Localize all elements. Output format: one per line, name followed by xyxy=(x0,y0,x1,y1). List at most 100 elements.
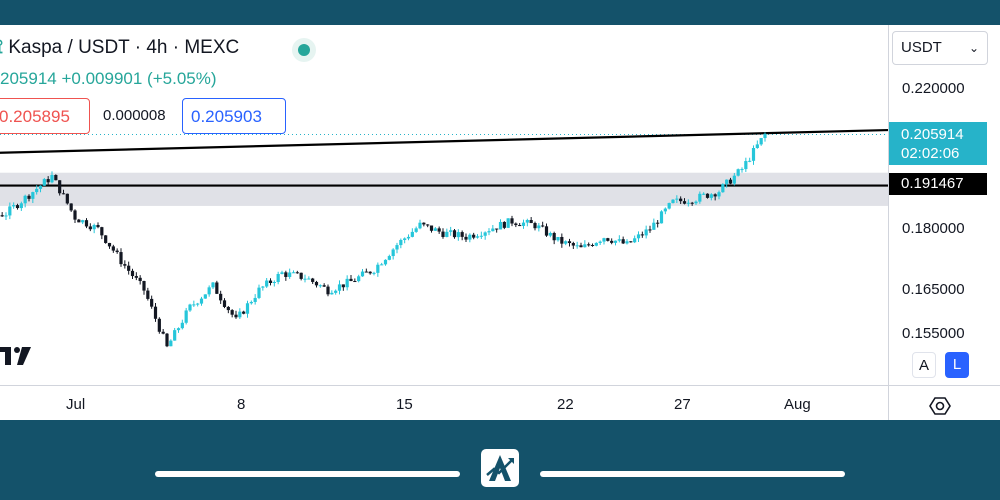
candle-body xyxy=(445,231,449,237)
candle-body xyxy=(544,226,549,236)
candle-body xyxy=(42,179,46,186)
candle-body xyxy=(437,228,441,232)
candle-body xyxy=(652,222,656,230)
candle-body xyxy=(176,328,181,331)
time-tick: 15 xyxy=(396,396,413,413)
currency-select-value: USDT xyxy=(901,39,942,56)
candle-body xyxy=(226,306,230,311)
candle-body xyxy=(173,330,177,341)
candle-body xyxy=(587,244,591,246)
candle-body xyxy=(242,311,246,314)
candle-body xyxy=(744,161,748,170)
candle-body xyxy=(46,179,50,183)
candle-body xyxy=(19,203,23,209)
candle-body xyxy=(740,169,744,171)
candle-body xyxy=(334,290,338,293)
candle-body xyxy=(663,208,667,212)
candle-body xyxy=(755,144,759,149)
chart-settings-icon[interactable] xyxy=(929,395,951,420)
candle-body xyxy=(590,245,595,247)
candle-body xyxy=(138,277,142,282)
candle-body xyxy=(215,282,219,294)
candle-body xyxy=(506,218,510,228)
currency-select[interactable]: USDT ⌄ xyxy=(892,31,988,65)
candle-body xyxy=(150,298,154,307)
candle-body xyxy=(514,223,518,226)
candle-body xyxy=(0,215,4,217)
candle-body xyxy=(694,201,698,204)
candle-body xyxy=(659,211,664,224)
candle-body xyxy=(640,234,644,236)
candle-body xyxy=(360,271,365,277)
candle-body xyxy=(644,229,648,236)
buy-button[interactable]: 0.205903 xyxy=(182,98,286,134)
candle-body xyxy=(698,193,702,202)
candle-body xyxy=(4,215,8,217)
candle-body xyxy=(245,303,250,314)
time-tick: 8 xyxy=(237,396,246,413)
candle-body xyxy=(238,311,242,318)
bar-countdown: 02:02:06 xyxy=(901,145,960,162)
current-price-text: 205914 xyxy=(0,69,57,88)
price-tick: 0.180000 xyxy=(902,220,965,237)
candle-body xyxy=(142,281,146,291)
candle-body xyxy=(196,303,200,305)
candle-body xyxy=(383,259,388,265)
candle-body xyxy=(349,278,353,282)
candle-body xyxy=(107,242,112,247)
candle-body xyxy=(464,236,468,240)
candle-body xyxy=(234,314,238,318)
support-zone xyxy=(0,172,888,206)
candle-body xyxy=(441,231,445,237)
candle-body xyxy=(81,220,85,223)
price-chart[interactable] xyxy=(0,25,888,385)
candle-body xyxy=(675,198,679,200)
candle-body xyxy=(414,228,418,232)
candle-body xyxy=(702,193,706,195)
candle-body xyxy=(709,194,713,198)
candle-body xyxy=(23,195,27,204)
symbol-title: ⟟ Kaspa / USDT · 4h · MEXC xyxy=(0,37,239,59)
price-tick: 0.165000 xyxy=(902,281,965,298)
candle-body xyxy=(180,322,184,329)
candle-body xyxy=(295,272,299,274)
candle-body xyxy=(15,205,20,209)
candle-body xyxy=(751,148,756,161)
candle-body xyxy=(418,222,422,229)
footer-divider-left xyxy=(155,471,460,477)
candle-body xyxy=(686,202,690,204)
candle-body xyxy=(31,192,35,199)
candle-body xyxy=(399,239,403,246)
candle-body xyxy=(690,202,694,204)
chart-panel[interactable]: ⟟ Kaspa / USDT · 4h · MEXC 205914 +0.009… xyxy=(0,25,1000,420)
candle-body xyxy=(713,194,717,197)
candle-body xyxy=(426,224,430,226)
time-tick: Aug xyxy=(784,396,811,413)
price-tick: 0.220000 xyxy=(902,80,965,97)
candle-body xyxy=(610,240,614,243)
candle-body xyxy=(161,331,165,334)
sell-button[interactable]: 0.205895 xyxy=(0,98,90,134)
last-price-label: 0.205914 02:02:06 xyxy=(889,122,987,165)
candle-body xyxy=(291,272,296,274)
candle-body xyxy=(111,246,115,251)
log-scale-button[interactable]: L xyxy=(945,352,969,378)
candle-body xyxy=(403,238,407,240)
candle-body xyxy=(560,236,564,244)
candle-body xyxy=(268,280,273,284)
candle-body xyxy=(583,244,587,248)
candle-body xyxy=(8,206,12,216)
brand-logo-icon xyxy=(481,449,519,487)
price-change: +0.009901 xyxy=(61,69,143,88)
candle-body xyxy=(119,252,123,265)
auto-scale-button[interactable]: A xyxy=(912,352,936,378)
candle-body xyxy=(58,180,62,194)
candle-body xyxy=(54,174,58,181)
candle-body xyxy=(288,272,292,277)
candle-body xyxy=(222,300,227,307)
candle-body xyxy=(65,193,69,204)
candle-body xyxy=(211,282,215,288)
candle-body xyxy=(314,281,319,286)
candle-body xyxy=(671,199,675,204)
candle-body xyxy=(376,264,380,273)
